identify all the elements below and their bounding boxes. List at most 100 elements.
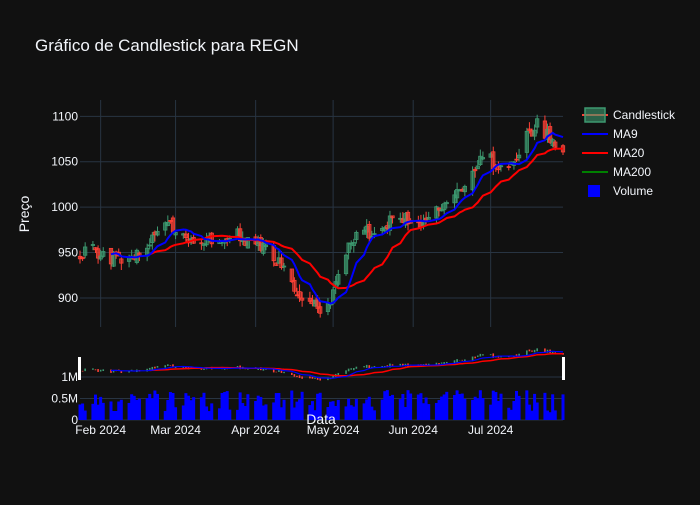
volume-bar[interactable]	[295, 401, 299, 420]
volume-bar[interactable]	[238, 392, 242, 420]
candle-body[interactable]	[150, 234, 155, 244]
legend-label[interactable]: Volume	[613, 184, 653, 198]
volume-bar[interactable]	[422, 403, 426, 420]
rangeslider-left-handle[interactable]	[78, 357, 81, 380]
chart-legend[interactable]: Candlestick MA9 MA20 MA200 Volume	[582, 107, 676, 198]
volume-bar[interactable]	[192, 397, 196, 420]
volume-bar[interactable]	[168, 392, 172, 420]
volume-bar[interactable]	[383, 391, 387, 420]
volume-bar[interactable]	[241, 403, 245, 420]
volume-bar[interactable]	[155, 393, 159, 420]
volume-bar[interactable]	[507, 407, 511, 420]
volume-bar[interactable]	[344, 406, 348, 420]
candle-body[interactable]	[163, 222, 168, 231]
candle-body[interactable]	[390, 215, 395, 219]
volume-bar[interactable]	[409, 393, 413, 420]
volume-bar[interactable]	[455, 390, 459, 420]
volume-bar[interactable]	[83, 410, 87, 420]
volume-bar[interactable]	[434, 402, 438, 420]
volume-bar[interactable]	[236, 409, 240, 420]
candle-body[interactable]	[279, 257, 284, 269]
volume-bar[interactable]	[114, 410, 118, 420]
volume-bar[interactable]	[388, 395, 392, 420]
candle-body[interactable]	[227, 237, 232, 240]
volume-bar[interactable]	[171, 393, 175, 420]
volume-bar[interactable]	[509, 409, 513, 420]
volume-bar[interactable]	[119, 399, 123, 420]
volume-bar[interactable]	[93, 394, 97, 420]
candle-body[interactable]	[170, 217, 176, 233]
volume-bar[interactable]	[551, 394, 555, 420]
volume-bar[interactable]	[561, 394, 565, 420]
candle-body[interactable]	[199, 242, 204, 245]
volume-bar[interactable]	[460, 393, 464, 420]
volume-bar[interactable]	[370, 406, 374, 420]
volume-bar[interactable]	[91, 403, 95, 420]
volume-bar[interactable]	[424, 397, 428, 420]
volume-bar[interactable]	[553, 410, 557, 420]
candle-body[interactable]	[318, 306, 323, 314]
volume-bar[interactable]	[391, 394, 395, 420]
volume-bar[interactable]	[199, 397, 203, 420]
volume-bar[interactable]	[243, 406, 247, 420]
volume-bar[interactable]	[256, 395, 260, 420]
legend-label[interactable]: MA20	[613, 146, 645, 160]
candle-body[interactable]	[346, 242, 351, 253]
volume-bar[interactable]	[354, 399, 358, 420]
candlestick-series[interactable]	[77, 114, 566, 318]
volume-bar[interactable]	[223, 392, 227, 420]
volume-bar[interactable]	[349, 405, 353, 420]
volume-bar[interactable]	[458, 394, 462, 420]
volume-bar[interactable]	[427, 404, 431, 420]
candle-body[interactable]	[90, 244, 96, 246]
volume-bar[interactable]	[290, 390, 294, 420]
volume-bar[interactable]	[112, 411, 116, 420]
volume-bar[interactable]	[300, 391, 304, 420]
volume-bar[interactable]	[334, 406, 338, 420]
volume-bar[interactable]	[264, 404, 268, 420]
candle-body[interactable]	[514, 158, 519, 161]
volume-bar[interactable]	[261, 405, 265, 420]
volume-bar[interactable]	[207, 411, 211, 420]
volume-bar[interactable]	[347, 398, 351, 420]
volume-bar[interactable]	[220, 392, 224, 420]
rangeslider-handles[interactable]	[78, 357, 565, 380]
volume-bar[interactable]	[137, 398, 141, 420]
candle-body[interactable]	[300, 297, 305, 301]
volume-bar[interactable]	[525, 390, 529, 420]
rangeslider-right-handle[interactable]	[562, 357, 565, 380]
legend-label[interactable]: MA200	[613, 165, 651, 179]
volume-bar[interactable]	[277, 393, 281, 420]
candle-body[interactable]	[165, 221, 170, 227]
candle-body[interactable]	[83, 246, 88, 256]
candle-body[interactable]	[524, 130, 529, 153]
volume-bar[interactable]	[419, 393, 423, 420]
volume-bar[interactable]	[385, 390, 389, 420]
candle-body[interactable]	[532, 129, 537, 137]
volume-bar[interactable]	[499, 393, 503, 420]
volume-bar[interactable]	[202, 392, 206, 420]
volume-bar[interactable]	[318, 392, 322, 420]
volume-series[interactable]	[78, 390, 565, 420]
volume-bar[interactable]	[401, 393, 405, 420]
volume-bar[interactable]	[494, 392, 498, 420]
volume-bar[interactable]	[308, 405, 312, 420]
volume-bar[interactable]	[336, 399, 340, 420]
candle-body[interactable]	[382, 227, 387, 232]
volume-bar[interactable]	[184, 393, 188, 420]
candle-body[interactable]	[442, 203, 447, 211]
volume-bar[interactable]	[437, 400, 441, 420]
volume-bar[interactable]	[310, 401, 314, 420]
volume-bar[interactable]	[331, 401, 335, 420]
candle-body[interactable]	[281, 265, 287, 268]
legend-label[interactable]: MA9	[613, 127, 638, 141]
volume-bar[interactable]	[442, 394, 446, 420]
candle-body[interactable]	[245, 237, 250, 249]
volume-bar[interactable]	[174, 407, 178, 420]
candle-body[interactable]	[506, 166, 511, 168]
candle-body[interactable]	[80, 256, 85, 260]
candle-body[interactable]	[261, 242, 266, 254]
candle-body[interactable]	[351, 242, 356, 246]
legend-label[interactable]: Candlestick	[613, 108, 676, 122]
volume-bar[interactable]	[548, 412, 552, 420]
